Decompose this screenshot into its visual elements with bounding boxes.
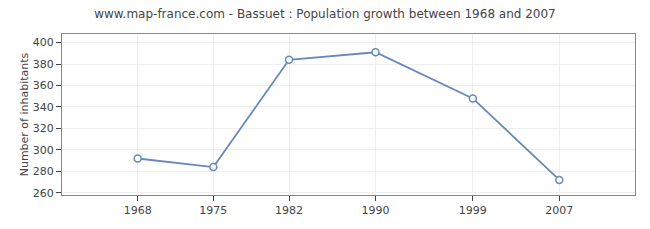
svg-text:2007: 2007 [545,204,573,217]
svg-text:Number of inhabitants: Number of inhabitants [18,52,31,176]
svg-text:280: 280 [33,165,54,178]
svg-text:www.map-france.com - Bassuet :: www.map-france.com - Bassuet : Populatio… [94,7,556,21]
svg-text:360: 360 [33,79,54,92]
svg-text:1990: 1990 [362,204,390,217]
svg-text:1982: 1982 [275,204,303,217]
svg-text:340: 340 [33,101,54,114]
svg-text:1999: 1999 [459,204,487,217]
svg-text:300: 300 [33,144,54,157]
svg-text:380: 380 [33,58,54,71]
svg-text:1975: 1975 [199,204,227,217]
svg-text:1968: 1968 [124,204,152,217]
svg-text:320: 320 [33,122,54,135]
svg-text:260: 260 [33,187,54,200]
svg-text:400: 400 [33,36,54,49]
